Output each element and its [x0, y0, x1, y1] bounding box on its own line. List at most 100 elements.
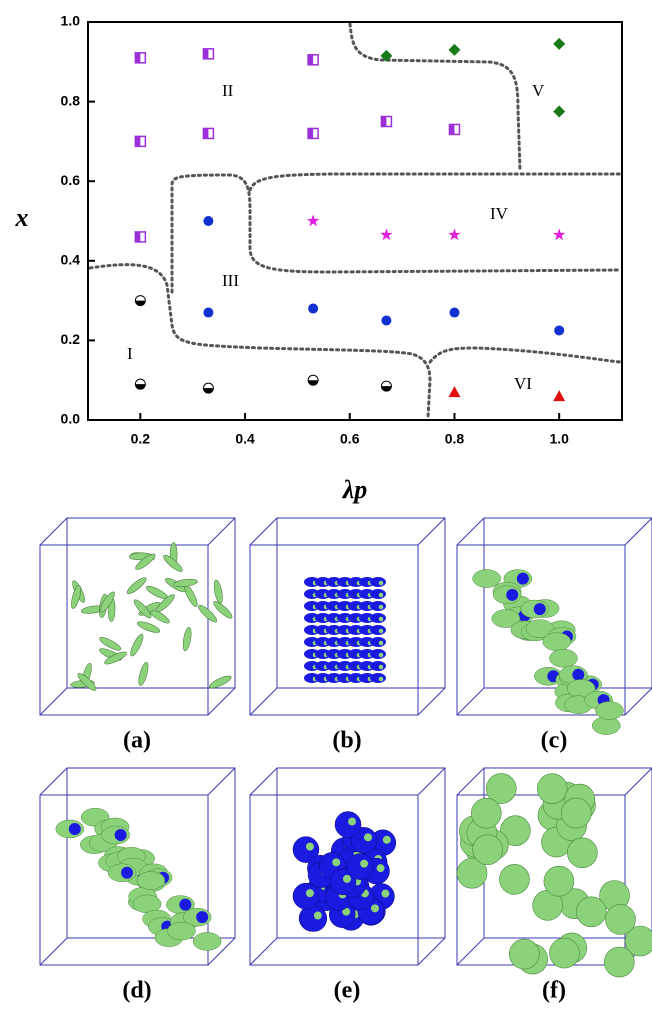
box-edge	[625, 768, 652, 795]
region-label: V	[532, 81, 545, 100]
box-edge	[40, 768, 67, 795]
box-edge	[418, 688, 445, 715]
particle	[473, 570, 501, 588]
box-edge	[418, 518, 445, 545]
particle	[125, 575, 148, 596]
particle	[544, 866, 574, 896]
boundary	[250, 174, 620, 190]
data-point	[448, 386, 460, 397]
particle	[567, 838, 597, 868]
data-point	[553, 390, 565, 401]
box-edge	[250, 688, 277, 715]
particle-tip	[314, 911, 322, 919]
panel: (e)	[250, 768, 445, 1004]
y-tick-label: 0.2	[61, 331, 81, 347]
particle-tip	[379, 629, 384, 634]
particle	[347, 854, 373, 880]
x-tick-label: 0.8	[445, 431, 465, 447]
y-tick-label: 0.8	[61, 92, 81, 108]
particle	[167, 922, 195, 940]
particle-tip	[379, 581, 384, 586]
data-point	[449, 308, 459, 318]
particle-core	[179, 899, 191, 911]
data-point	[381, 381, 391, 391]
particle-tip	[379, 593, 384, 598]
y-tick-label: 1.0	[61, 13, 81, 29]
panel: (a)	[40, 518, 235, 754]
particle	[549, 938, 579, 968]
particle	[604, 947, 634, 977]
data-point	[203, 128, 213, 138]
box-edge	[208, 518, 235, 545]
data-point	[381, 117, 391, 127]
particle-tip	[360, 860, 368, 868]
particle-tip	[343, 875, 351, 883]
box-edge	[457, 518, 484, 545]
data-point	[135, 296, 145, 306]
data-point	[135, 136, 145, 146]
particle-tip	[379, 665, 384, 670]
box-edge	[40, 938, 67, 965]
boundary	[172, 175, 620, 292]
data-point	[448, 44, 460, 56]
particle-core	[534, 603, 546, 615]
boundary	[350, 24, 520, 170]
particle	[509, 939, 539, 969]
particle-tip	[377, 864, 385, 872]
particle-tip	[383, 836, 391, 844]
particle	[128, 633, 145, 658]
particle	[537, 774, 567, 804]
panel-label: (d)	[122, 978, 151, 1004]
particle	[301, 905, 327, 931]
particle	[182, 627, 193, 652]
panel-label: (a)	[123, 728, 151, 754]
box-edge	[418, 938, 445, 965]
particle	[370, 589, 386, 599]
particle	[182, 583, 199, 608]
y-tick-label: 0.6	[61, 172, 81, 188]
data-point	[307, 215, 319, 227]
particle	[549, 649, 577, 667]
x-tick-label: 1.0	[549, 431, 569, 447]
data-point	[135, 232, 145, 242]
particle	[137, 872, 165, 890]
particle	[370, 637, 386, 647]
data-point	[448, 228, 460, 240]
particle-core	[506, 589, 518, 601]
particle-core	[572, 669, 584, 681]
particle	[370, 613, 386, 623]
particle	[561, 798, 591, 828]
particle-tip	[379, 641, 384, 646]
particle-tip	[332, 858, 340, 866]
y-tick-label: 0.0	[61, 411, 81, 427]
particle-core	[196, 911, 208, 923]
panel: (b)	[250, 518, 445, 754]
panel-label: (f)	[542, 978, 566, 1004]
data-point	[308, 304, 318, 314]
box-edge	[250, 768, 277, 795]
y-tick-label: 0.4	[61, 252, 81, 268]
data-point	[553, 38, 565, 50]
particle-tip	[379, 617, 384, 622]
particle	[370, 625, 386, 635]
box-edge	[250, 938, 277, 965]
particle-tip	[348, 818, 356, 826]
data-point	[553, 106, 565, 118]
data-point	[554, 325, 564, 335]
particle-tip	[379, 605, 384, 610]
particle	[213, 579, 224, 604]
particle	[471, 798, 501, 828]
y-axis-title: x	[15, 203, 29, 232]
particle	[576, 897, 606, 927]
panel-label: (e)	[334, 978, 361, 1004]
region-label: VI	[514, 374, 532, 393]
particle	[605, 904, 635, 934]
box-edge	[457, 768, 484, 795]
particle	[499, 864, 529, 894]
boundary	[430, 348, 620, 362]
data-point	[135, 53, 145, 63]
region-label: II	[222, 81, 234, 100]
figure: I II III IV V VI x λp (a)(b)(c)(d)(e)(f)…	[0, 0, 652, 1009]
particle	[543, 633, 571, 651]
particle-tip	[381, 890, 389, 898]
